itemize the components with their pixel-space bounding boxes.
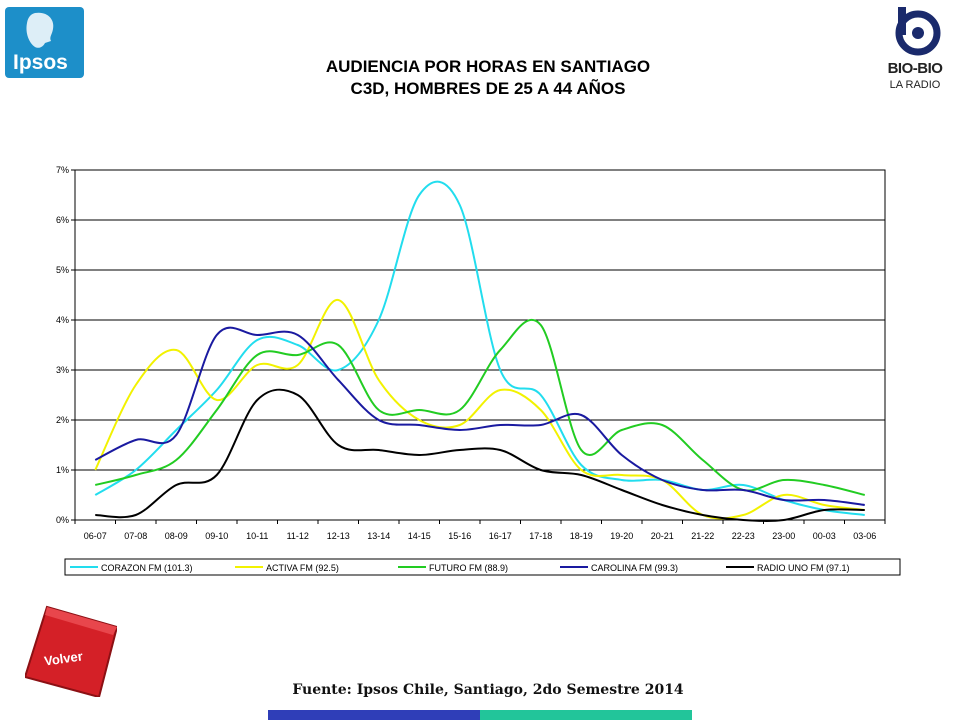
x-tick-label: 06-07 bbox=[84, 531, 107, 541]
x-tick-label: 21-22 bbox=[691, 531, 714, 541]
legend-box bbox=[64, 558, 901, 576]
page-title: AUDIENCIA POR HORAS EN SANTIAGO C3D, HOM… bbox=[200, 56, 776, 100]
x-tick-label: 08-09 bbox=[165, 531, 188, 541]
x-tick-label: 13-14 bbox=[367, 531, 390, 541]
series-line-3 bbox=[94, 326, 865, 506]
x-tick-label: 17-18 bbox=[529, 531, 552, 541]
title-line-1: AUDIENCIA POR HORAS EN SANTIAGO bbox=[325, 57, 651, 76]
legend-label: FUTURO FM (88.9) bbox=[429, 563, 508, 573]
x-tick-label: 23-00 bbox=[772, 531, 795, 541]
series-line-0 bbox=[94, 180, 865, 516]
source-note: Fuente: Ipsos Chile, Santiago, 2do Semes… bbox=[292, 682, 684, 698]
legend: CORAZON FM (101.3) ACTIVA FM (92.5) FUTURO… bbox=[64, 558, 901, 576]
legend-label: CORAZON FM (101.3) bbox=[101, 563, 193, 573]
x-tick-label: 09-10 bbox=[205, 531, 228, 541]
y-axis-ticks: 0% 1% 2% 3% 4% 5% 6% 7% bbox=[56, 165, 75, 525]
y-tick-label: 0% bbox=[56, 515, 69, 525]
biobio-logo-subtext: LA RADIO bbox=[889, 79, 941, 91]
title-line-2: C3D, HOMBRES DE 25 A 44 AÑOS bbox=[350, 79, 626, 98]
x-tick-label: 10-11 bbox=[246, 531, 268, 541]
x-axis-ticks: 06-07 07-08 08-09 09-10 10-11 11-12 12-13 13-14… bbox=[74, 520, 886, 541]
x-tick-label: 16-17 bbox=[489, 531, 512, 541]
ipsos-face-icon bbox=[26, 12, 54, 48]
series-line-1 bbox=[94, 299, 865, 520]
legend-label: RADIO UNO FM (97.1) bbox=[757, 563, 850, 573]
series-lines bbox=[94, 180, 865, 522]
series-line-2 bbox=[95, 318, 865, 496]
x-tick-label: 07-08 bbox=[124, 531, 147, 541]
biobio-logo: BIO-BIO LA RADIO bbox=[880, 5, 950, 100]
y-tick-label: 1% bbox=[56, 465, 69, 475]
x-tick-label: 11-12 bbox=[287, 531, 309, 541]
series-line-4 bbox=[95, 388, 865, 522]
ipsos-logo-text: Ipsos bbox=[13, 51, 68, 74]
footer-bar-teal bbox=[480, 710, 692, 720]
y-tick-label: 2% bbox=[56, 415, 69, 425]
y-tick-label: 3% bbox=[56, 365, 69, 375]
volver-button[interactable] bbox=[25, 605, 117, 697]
biobio-logo-text: BIO-BIO bbox=[887, 60, 943, 77]
x-tick-label: 12-13 bbox=[327, 531, 350, 541]
x-tick-label: 14-15 bbox=[408, 531, 431, 541]
y-tick-label: 5% bbox=[56, 265, 69, 275]
ipsos-logo: Ipsos bbox=[5, 7, 84, 78]
plot-area bbox=[74, 169, 886, 521]
biobio-emblem-icon bbox=[895, 7, 941, 56]
x-tick-label: 22-23 bbox=[732, 531, 755, 541]
x-tick-label: 00-03 bbox=[813, 531, 836, 541]
x-tick-label: 19-20 bbox=[610, 531, 633, 541]
x-tick-label: 20-21 bbox=[651, 531, 674, 541]
legend-label: ACTIVA FM (92.5) bbox=[266, 563, 339, 573]
legend-label: CAROLINA FM (99.3) bbox=[591, 563, 678, 573]
x-tick-label: 15-16 bbox=[448, 531, 471, 541]
y-tick-label: 6% bbox=[56, 215, 69, 225]
y-tick-label: 7% bbox=[56, 165, 69, 175]
y-tick-label: 4% bbox=[56, 315, 69, 325]
footer-bar-blue bbox=[268, 710, 480, 720]
x-tick-label: 03-06 bbox=[853, 531, 876, 541]
x-tick-label: 18-19 bbox=[570, 531, 593, 541]
